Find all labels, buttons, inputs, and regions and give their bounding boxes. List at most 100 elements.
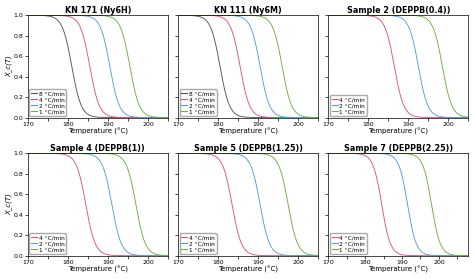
1 °C/min <box>349 254 355 257</box>
1 °C/min <box>309 253 314 257</box>
2 °C/min <box>297 14 302 17</box>
Line: 2 °C/min: 2 °C/min <box>292 153 474 256</box>
1 °C/min <box>356 254 361 257</box>
1 °C/min <box>146 14 152 17</box>
Y-axis label: X_c(T): X_c(T) <box>6 194 12 215</box>
Line: 2 °C/min: 2 °C/min <box>138 15 358 117</box>
2 °C/min <box>86 15 92 18</box>
4 °C/min <box>199 116 204 119</box>
1 °C/min <box>158 116 164 119</box>
4 °C/min <box>242 90 248 93</box>
1 °C/min <box>285 14 291 17</box>
1 °C/min <box>0 152 2 155</box>
Title: KN 111 (Ny6M): KN 111 (Ny6M) <box>214 6 282 15</box>
2 °C/min <box>135 152 141 155</box>
2 °C/min <box>387 14 392 17</box>
1 °C/min <box>392 14 398 17</box>
4 °C/min <box>242 248 248 251</box>
1 °C/min <box>205 116 211 119</box>
Line: 2 °C/min: 2 °C/min <box>0 15 208 117</box>
4 °C/min <box>92 241 98 244</box>
2 °C/min <box>92 18 98 21</box>
Line: 4 °C/min: 4 °C/min <box>0 153 208 256</box>
1 °C/min <box>158 254 164 257</box>
4 °C/min <box>86 60 92 63</box>
2 °C/min <box>356 254 361 257</box>
2 °C/min <box>205 116 211 119</box>
4 °C/min <box>199 254 204 257</box>
2 °C/min <box>387 153 393 157</box>
2 °C/min <box>382 152 387 156</box>
1 °C/min <box>135 152 141 155</box>
4 °C/min <box>297 14 302 17</box>
X-axis label: Temperature (°C): Temperature (°C) <box>368 266 428 273</box>
2 °C/min <box>349 116 355 119</box>
8 °C/min <box>158 116 164 119</box>
1 °C/min <box>92 152 98 155</box>
4 °C/min <box>237 235 242 239</box>
1 °C/min <box>86 14 92 17</box>
2 °C/min <box>289 152 294 155</box>
4 °C/min <box>0 152 2 155</box>
8 °C/min <box>309 116 314 119</box>
4 °C/min <box>205 116 211 119</box>
Title: Sample 5 (DEPPB(1.25)): Sample 5 (DEPPB(1.25)) <box>193 144 302 153</box>
Line: 1 °C/min: 1 °C/min <box>0 153 208 256</box>
1 °C/min <box>205 254 211 257</box>
1 °C/min <box>146 152 152 155</box>
1 °C/min <box>242 14 248 17</box>
8 °C/min <box>92 115 98 119</box>
2 °C/min <box>309 116 314 119</box>
1 °C/min <box>299 152 304 155</box>
2 °C/min <box>448 254 454 257</box>
2 °C/min <box>146 152 152 155</box>
Line: 4 °C/min: 4 °C/min <box>0 15 208 117</box>
Title: Sample 4 (DEPPB(1)): Sample 4 (DEPPB(1)) <box>50 144 145 153</box>
8 °C/min <box>349 116 355 119</box>
4 °C/min <box>309 254 314 257</box>
2 °C/min <box>135 14 141 17</box>
4 °C/min <box>289 152 294 155</box>
4 °C/min <box>158 116 164 119</box>
4 °C/min <box>356 254 361 257</box>
1 °C/min <box>382 152 387 155</box>
1 °C/min <box>387 152 393 155</box>
4 °C/min <box>146 14 152 17</box>
4 °C/min <box>349 254 355 257</box>
4 °C/min <box>135 14 141 17</box>
1 °C/min <box>199 116 204 119</box>
Line: 4 °C/min: 4 °C/min <box>288 15 474 117</box>
1 °C/min <box>237 152 242 155</box>
Line: 1 °C/min: 1 °C/min <box>138 15 358 117</box>
Legend: 4 °C/min, 2 °C/min, 1 °C/min: 4 °C/min, 2 °C/min, 1 °C/min <box>29 234 66 254</box>
4 °C/min <box>205 254 211 257</box>
8 °C/min <box>146 14 152 17</box>
Y-axis label: X_c(T): X_c(T) <box>6 56 12 77</box>
2 °C/min <box>92 155 98 158</box>
1 °C/min <box>92 14 98 17</box>
X-axis label: Temperature (°C): Temperature (°C) <box>368 128 428 135</box>
2 °C/min <box>86 153 92 156</box>
2 °C/min <box>199 116 204 119</box>
2 °C/min <box>158 254 164 257</box>
1 °C/min <box>349 254 355 257</box>
Line: 2 °C/min: 2 °C/min <box>138 153 358 256</box>
1 °C/min <box>349 116 355 119</box>
1 °C/min <box>199 254 204 257</box>
Line: 4 °C/min: 4 °C/min <box>138 15 358 117</box>
1 °C/min <box>135 14 141 17</box>
Line: 8 °C/min: 8 °C/min <box>0 15 208 117</box>
Line: 2 °C/min: 2 °C/min <box>0 153 208 256</box>
1 °C/min <box>297 14 302 17</box>
1 °C/min <box>86 152 92 155</box>
8 °C/min <box>135 14 141 17</box>
4 °C/min <box>356 116 361 119</box>
8 °C/min <box>205 116 211 119</box>
2 °C/min <box>199 254 204 257</box>
2 °C/min <box>349 254 355 257</box>
X-axis label: Temperature (°C): Temperature (°C) <box>68 266 128 273</box>
4 °C/min <box>199 254 204 257</box>
2 °C/min <box>459 116 465 119</box>
Title: KN 171 (Ny6H): KN 171 (Ny6H) <box>64 6 131 15</box>
Line: 1 °C/min: 1 °C/min <box>0 15 208 117</box>
